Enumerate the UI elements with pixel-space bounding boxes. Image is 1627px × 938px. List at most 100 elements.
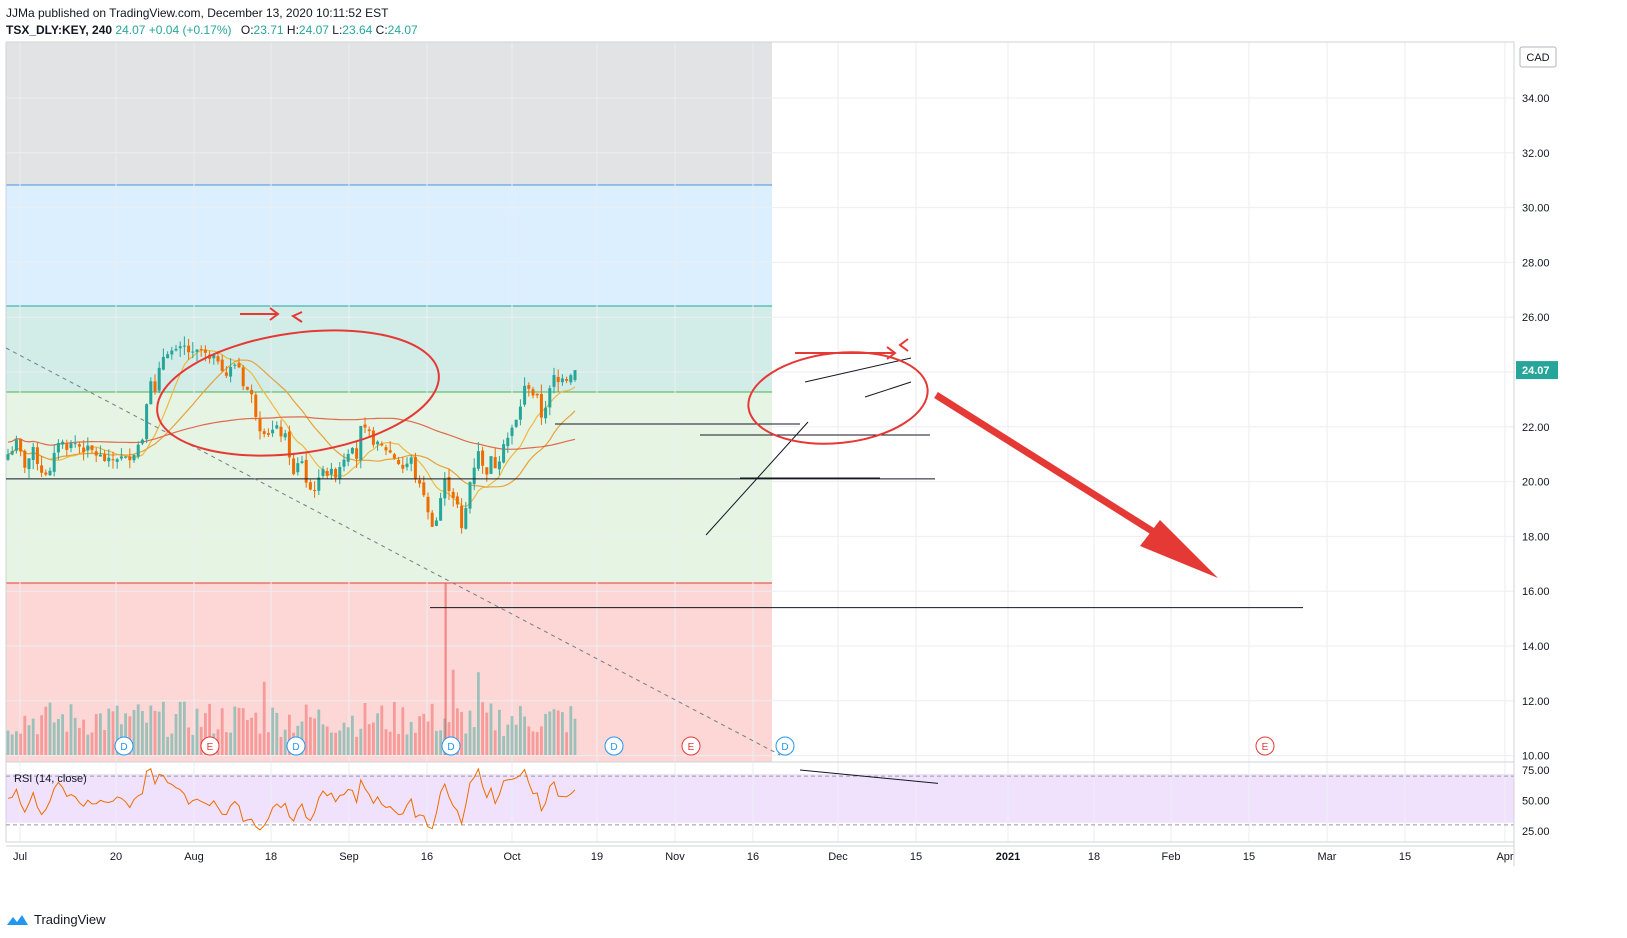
currency-label: CAD <box>1526 52 1549 64</box>
channel-top-line <box>804 357 912 383</box>
tradingview-brand[interactable]: TradingView <box>6 912 106 927</box>
candle-body <box>569 375 573 383</box>
price-axis-label: 10.00 <box>1522 751 1550 763</box>
candle-body <box>489 456 493 474</box>
volume-bar <box>523 716 526 755</box>
high-label: H: <box>286 23 299 37</box>
candle-body <box>128 456 132 461</box>
time-axis-label: Mar <box>1318 851 1337 863</box>
time-axis-label: Aug <box>184 851 204 863</box>
price-axis-label: 14.00 <box>1522 641 1550 653</box>
candle-body <box>527 385 531 389</box>
candle-body <box>6 454 10 460</box>
candle-body <box>376 441 380 445</box>
projection-arrow-head <box>1140 520 1218 578</box>
candle-body <box>31 446 35 460</box>
volume-bar <box>36 734 39 755</box>
volume-bar <box>342 722 346 755</box>
candle-body <box>237 363 241 368</box>
candle-body <box>115 459 119 462</box>
volume-bar <box>145 722 148 755</box>
volume-bar <box>57 718 60 755</box>
volume-bar <box>78 728 81 755</box>
currency-box <box>1519 46 1557 68</box>
candle-body <box>392 454 396 459</box>
candle-body <box>334 468 338 478</box>
candle-body <box>233 364 237 366</box>
candle-body <box>199 349 203 351</box>
candle-body <box>472 467 476 485</box>
event-marker-label: E <box>688 742 695 753</box>
candle-body <box>426 496 430 513</box>
volume-bar <box>136 704 140 755</box>
volume-bar <box>6 730 10 755</box>
volume-bar <box>498 709 501 755</box>
volume-bar <box>288 714 291 755</box>
volume-bar <box>31 718 35 755</box>
volume-bar <box>309 717 312 755</box>
candle-body <box>279 426 283 437</box>
event-marker-label: D <box>120 742 127 753</box>
candle-body <box>266 433 270 435</box>
volume-bar <box>380 705 384 755</box>
price-axis-label: 26.00 <box>1522 312 1550 324</box>
arrow-right-2 <box>898 338 909 352</box>
candle-body <box>27 458 31 470</box>
volume-bar <box>191 734 195 755</box>
volume-bar <box>548 711 552 755</box>
candle-body <box>325 470 329 476</box>
candle-body <box>178 346 182 349</box>
volume-bar <box>468 710 472 755</box>
volume-bar <box>367 724 371 755</box>
volume-bar <box>132 709 136 755</box>
symbol-name[interactable]: TSX_DLY:KEY, 240 <box>6 23 113 37</box>
volume-bar <box>225 732 228 755</box>
volume-bar <box>233 706 237 755</box>
candle-body <box>418 480 422 484</box>
volume-bar <box>456 708 459 755</box>
candle-body <box>170 350 174 355</box>
candle-body <box>23 450 27 468</box>
volume-bar <box>372 722 375 755</box>
candle-body <box>35 447 39 465</box>
volume-bar <box>254 712 258 755</box>
volume-bar <box>418 716 421 755</box>
circle-annotation-left <box>156 329 440 457</box>
symbol-legend: TSX_DLY:KEY, 240 24.07 +0.04 (+0.17%) O:… <box>6 23 418 37</box>
candle-body <box>342 459 346 467</box>
volume-bar <box>514 724 518 755</box>
volume-bar <box>355 736 358 755</box>
event-marker <box>200 736 220 756</box>
time-axis-label: 18 <box>265 851 277 863</box>
rsi-band <box>6 774 1514 823</box>
volume-bar <box>86 734 90 755</box>
candle-body <box>187 345 191 353</box>
ma-slow <box>7 416 576 450</box>
volume-bar <box>388 731 392 755</box>
low-value: 23.64 <box>342 23 373 37</box>
event-marker-label: D <box>447 742 454 753</box>
candle-body <box>86 445 90 451</box>
volume-bar <box>485 712 489 755</box>
volume-bar <box>531 731 535 755</box>
volume-bar <box>94 714 98 755</box>
volume-bar <box>422 713 426 755</box>
volume-bar <box>115 705 119 755</box>
volume-bar <box>477 672 480 755</box>
candle-body <box>401 464 405 469</box>
volume-bar <box>220 708 224 755</box>
volume-bar <box>170 733 174 755</box>
volume-bar <box>166 736 169 755</box>
brand-name: TradingView <box>34 912 106 927</box>
candle-body <box>388 450 392 453</box>
candle-body <box>157 367 161 391</box>
event-marker <box>681 736 701 756</box>
volume-bar <box>300 721 304 755</box>
candle-body <box>271 429 275 434</box>
candle-body <box>510 427 514 436</box>
volume-bar <box>544 713 547 755</box>
candle-body <box>61 441 65 445</box>
volume-bar <box>99 713 102 755</box>
candle-body <box>250 389 254 395</box>
